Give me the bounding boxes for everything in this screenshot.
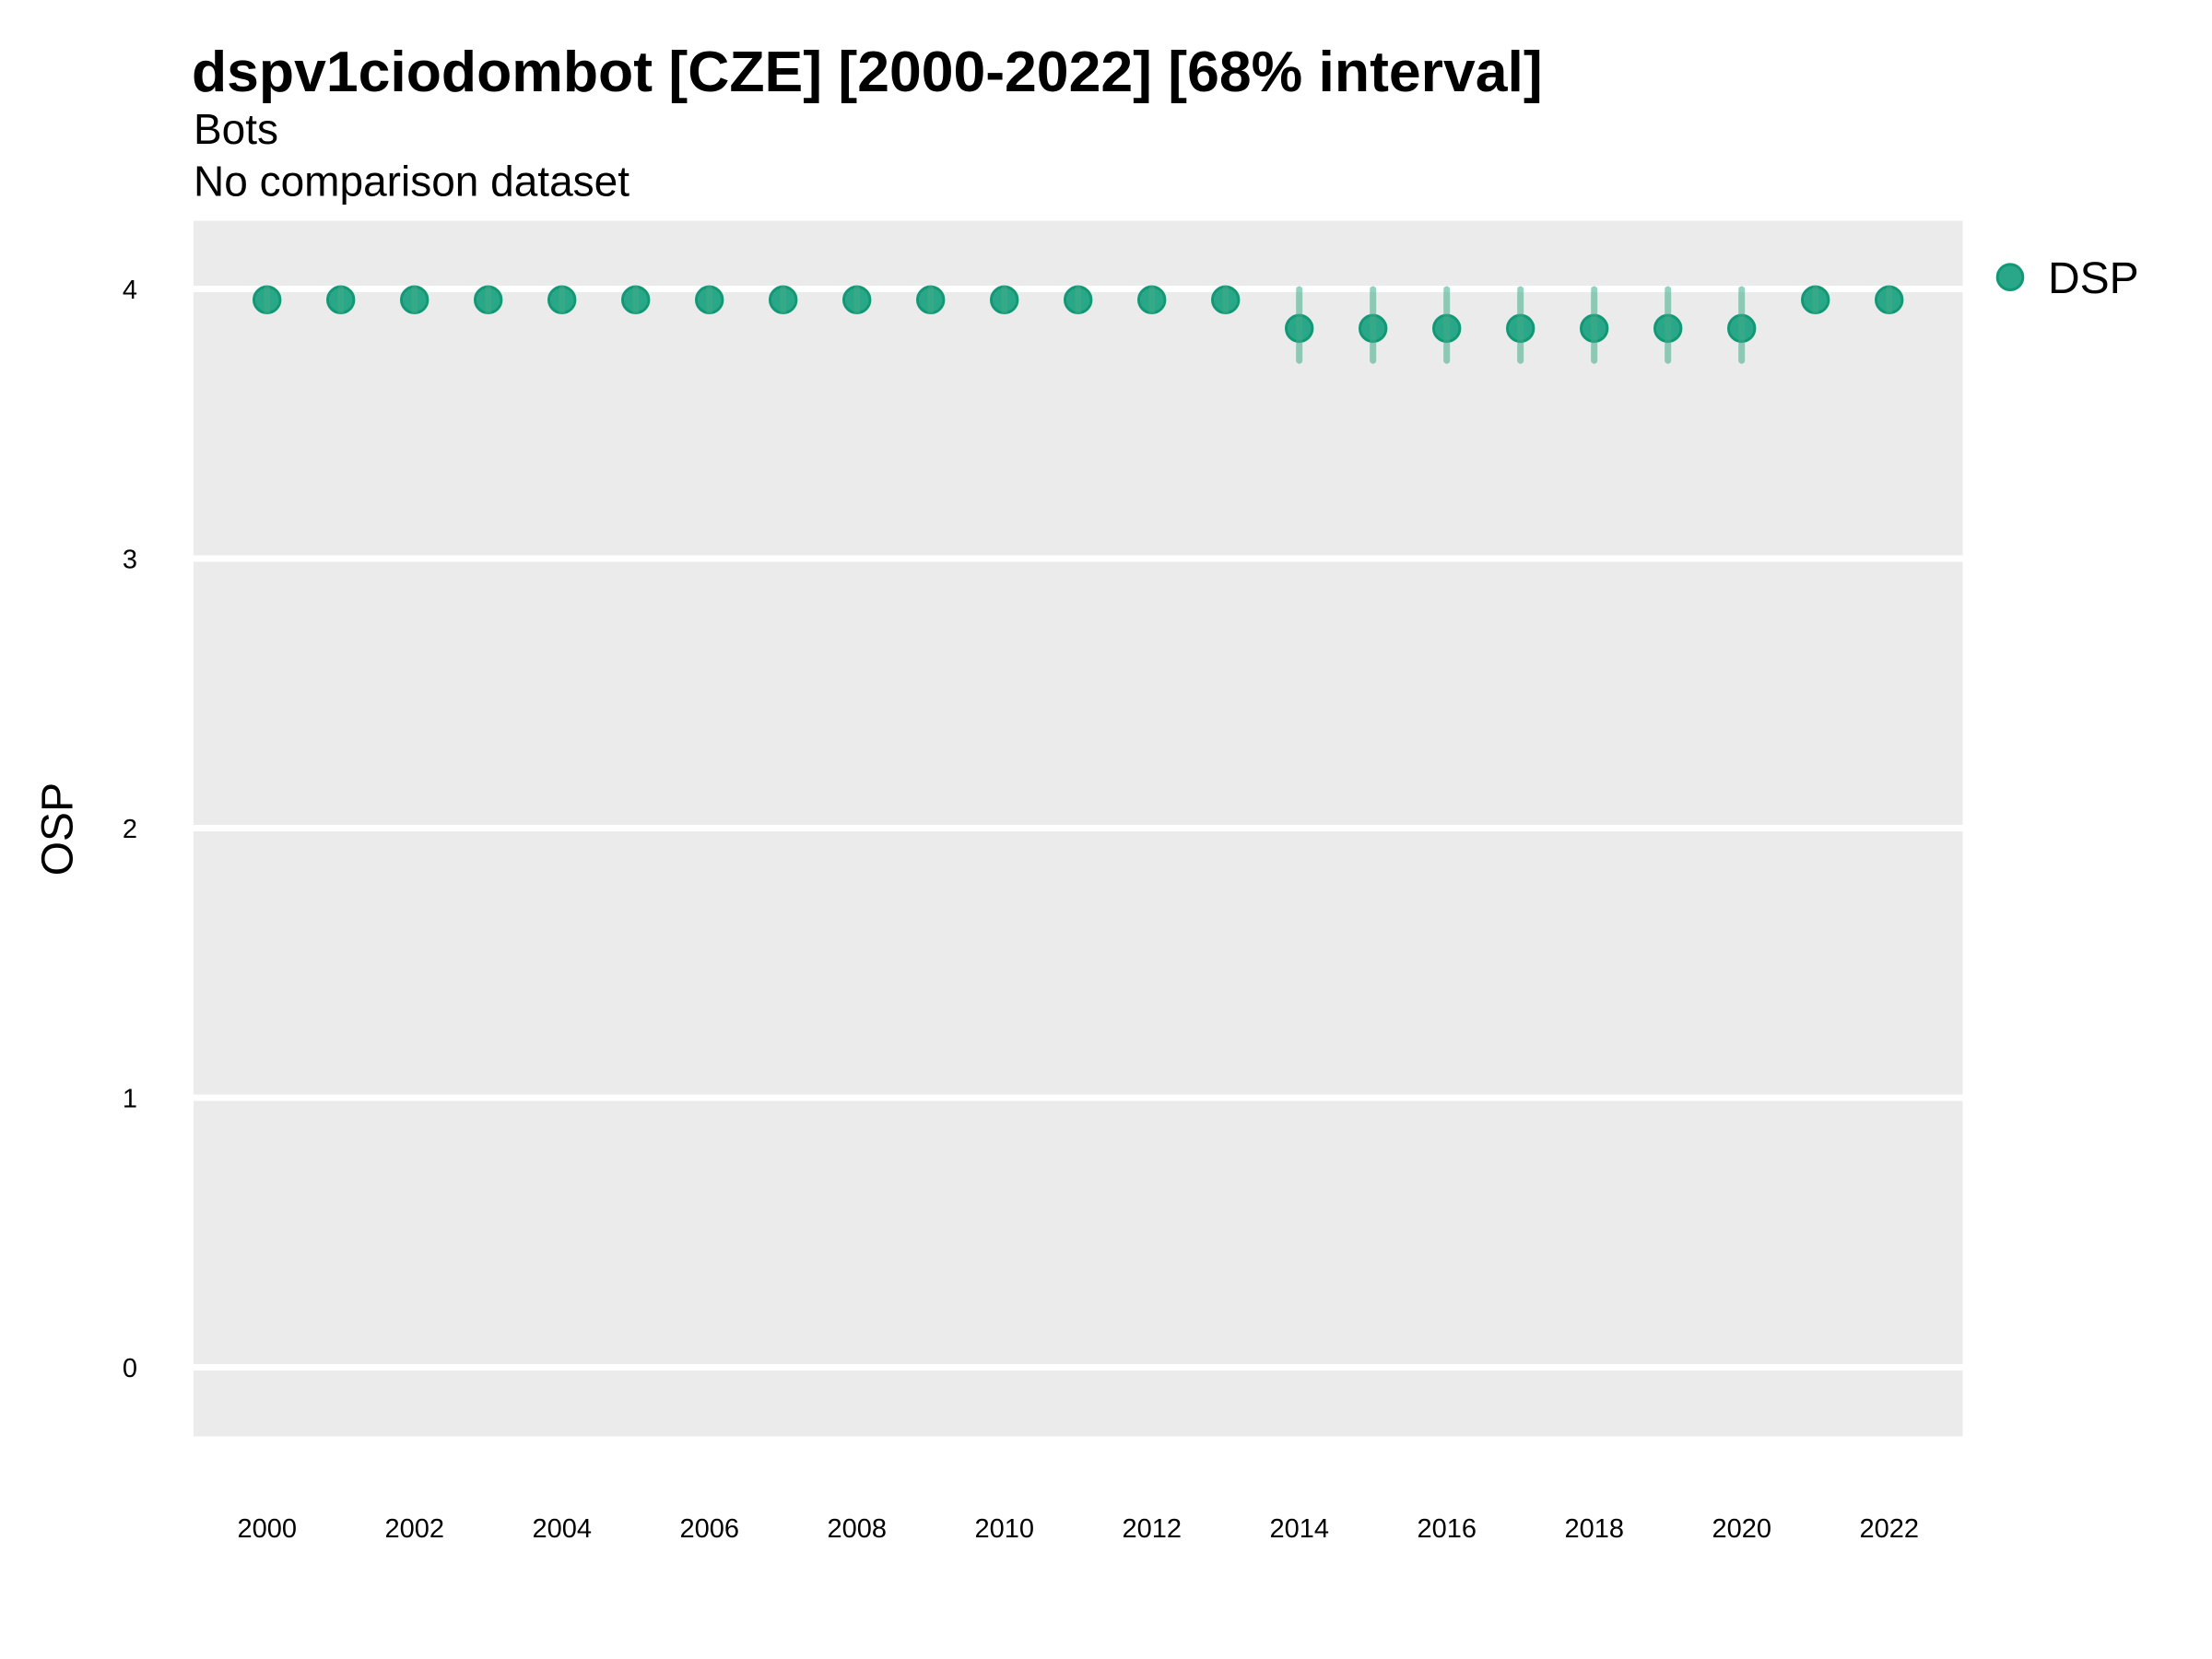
svg-text:2008: 2008 bbox=[827, 1514, 887, 1544]
svg-text:2000: 2000 bbox=[237, 1514, 297, 1544]
svg-text:No comparison dataset: No comparison dataset bbox=[194, 158, 629, 206]
svg-text:1: 1 bbox=[123, 1085, 137, 1114]
svg-text:2014: 2014 bbox=[1269, 1514, 1329, 1544]
svg-text:2004: 2004 bbox=[532, 1514, 592, 1544]
svg-text:2006: 2006 bbox=[679, 1514, 739, 1544]
svg-text:2002: 2002 bbox=[384, 1514, 444, 1544]
svg-text:3: 3 bbox=[123, 546, 137, 575]
svg-text:4: 4 bbox=[123, 276, 137, 305]
svg-text:Bots: Bots bbox=[194, 105, 278, 153]
svg-text:OSP: OSP bbox=[34, 782, 83, 876]
svg-text:dspv1ciodombot [CZE] [2000-202: dspv1ciodombot [CZE] [2000-2022] [68% in… bbox=[192, 40, 1543, 104]
svg-text:2: 2 bbox=[123, 815, 137, 844]
svg-text:2012: 2012 bbox=[1122, 1514, 1182, 1544]
svg-text:0: 0 bbox=[123, 1354, 137, 1383]
svg-text:DSP: DSP bbox=[2048, 254, 2139, 303]
svg-text:2016: 2016 bbox=[1417, 1514, 1477, 1544]
svg-text:2020: 2020 bbox=[1712, 1514, 1771, 1544]
svg-text:2018: 2018 bbox=[1564, 1514, 1624, 1544]
svg-text:2022: 2022 bbox=[1859, 1514, 1919, 1544]
svg-text:2010: 2010 bbox=[974, 1514, 1034, 1544]
